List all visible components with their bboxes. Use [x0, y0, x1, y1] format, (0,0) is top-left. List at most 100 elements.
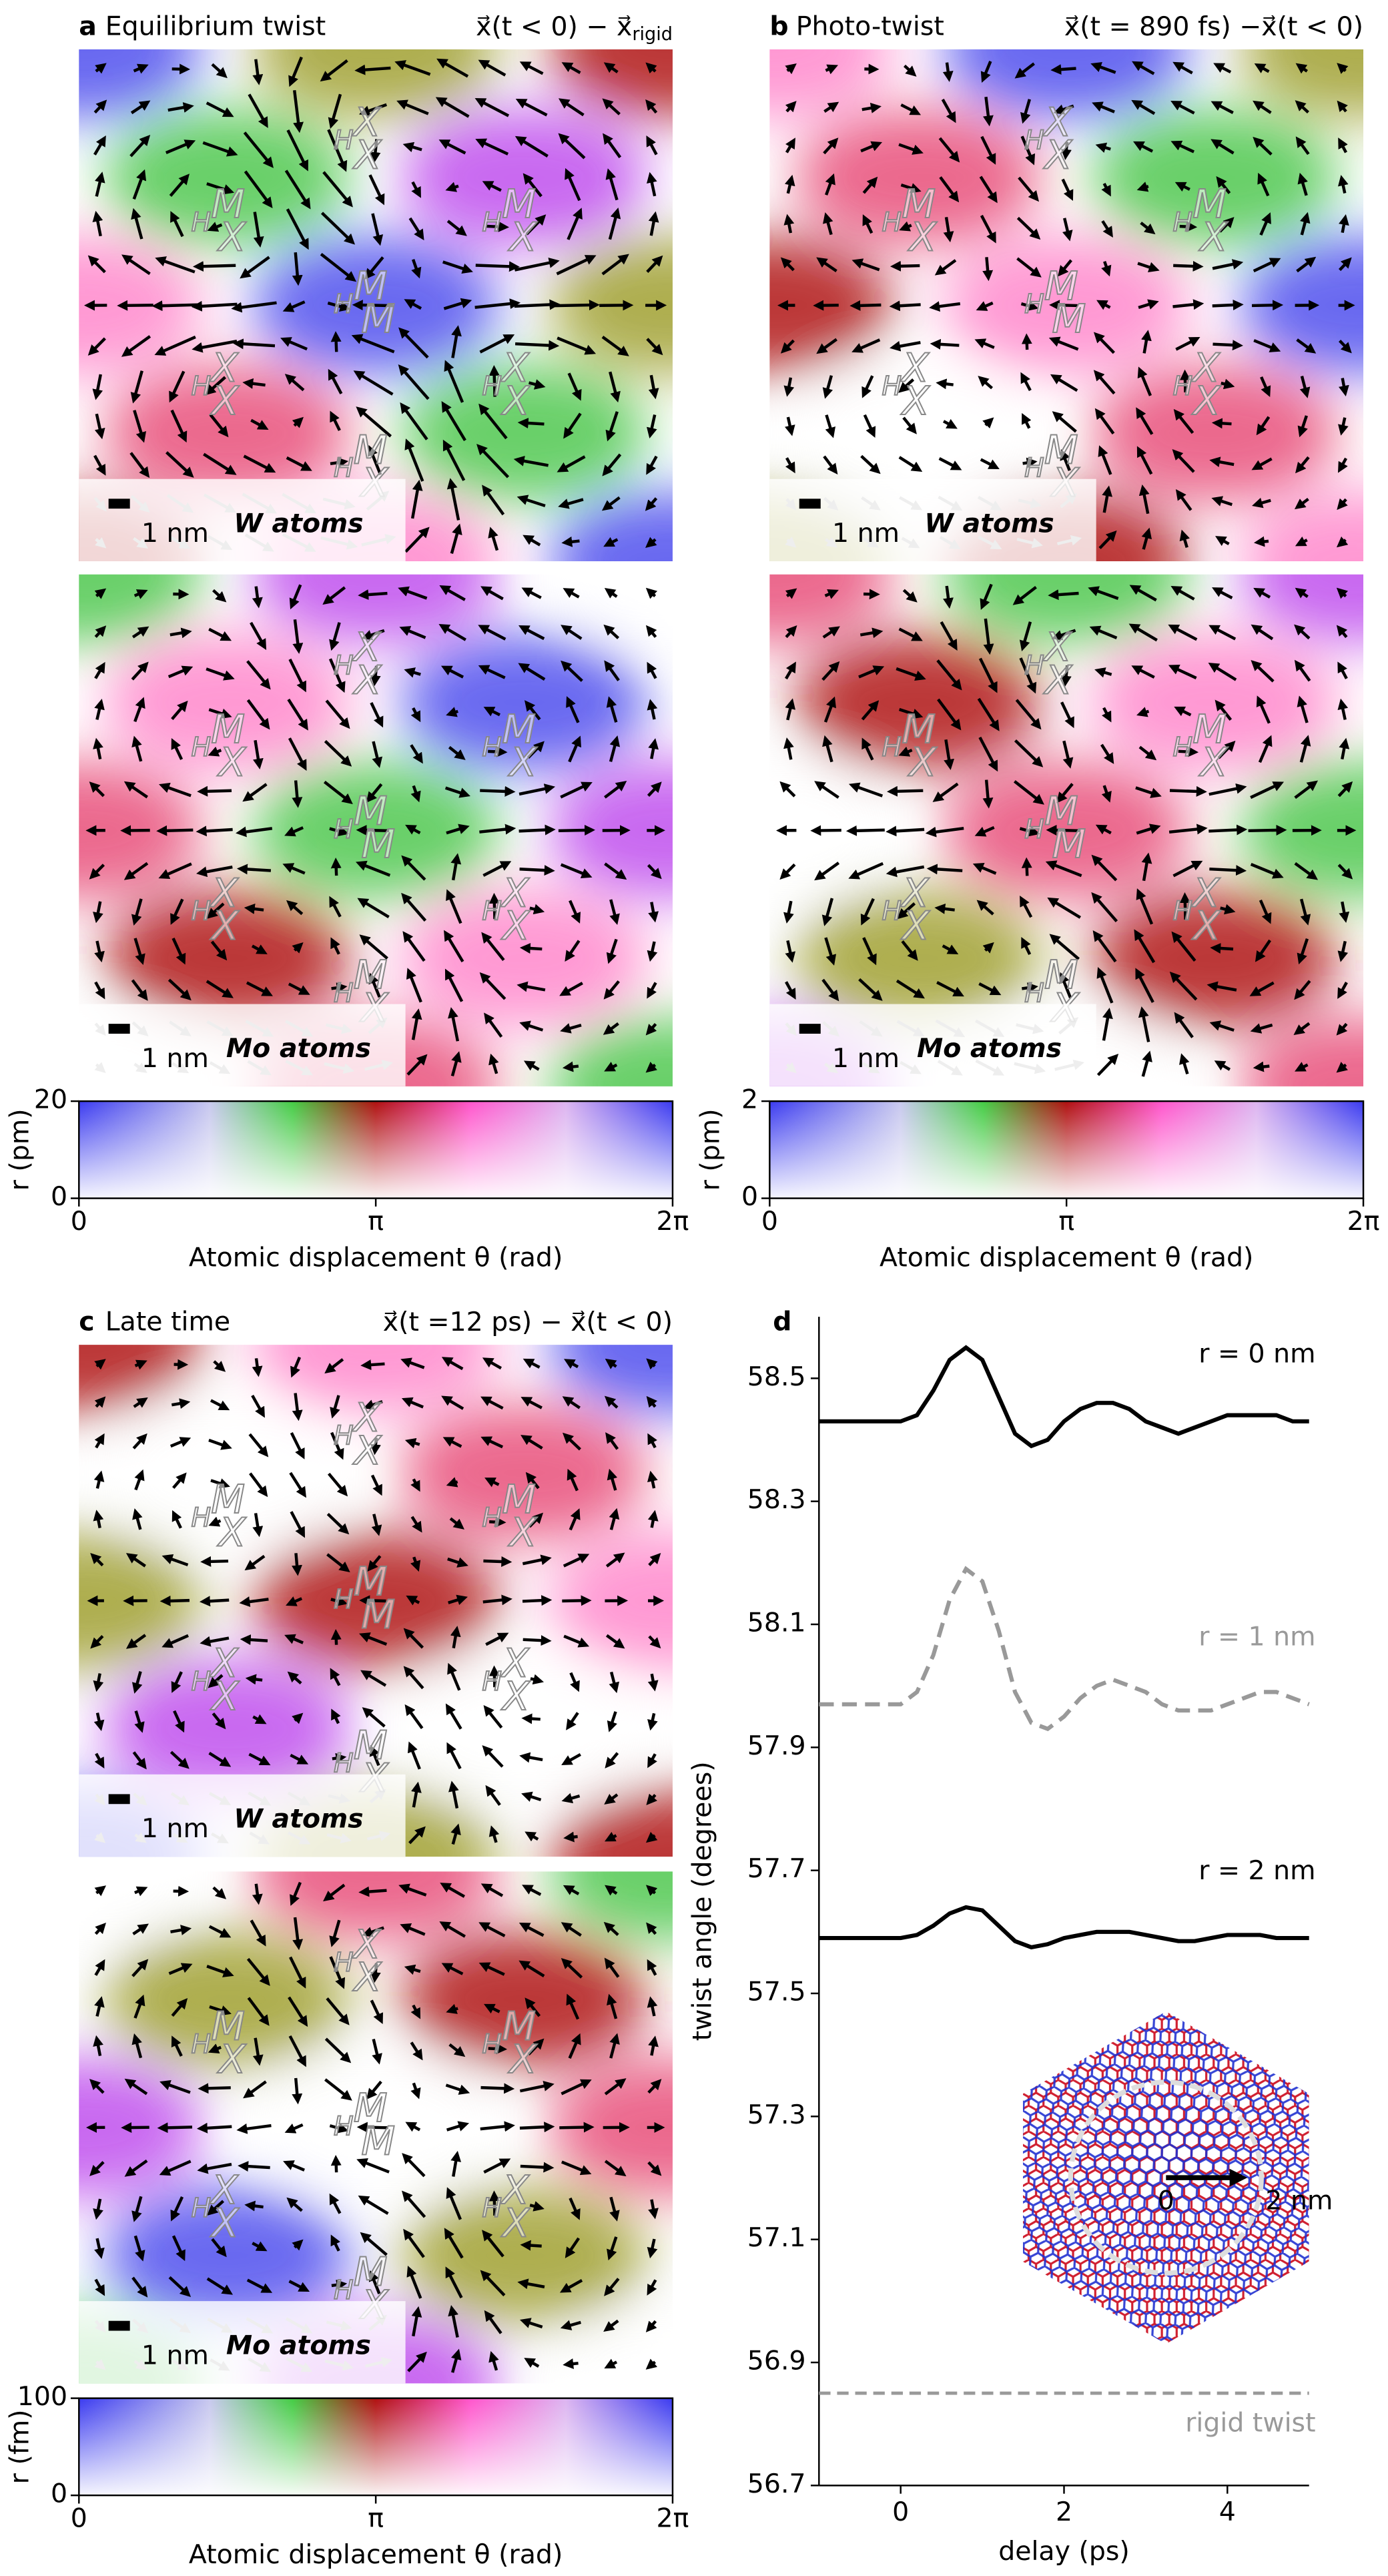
- arrow: [929, 301, 961, 312]
- arrow: [444, 360, 464, 403]
- arrow: [132, 1433, 147, 1450]
- arrow: [93, 737, 103, 760]
- arrow: [519, 1020, 544, 1032]
- arrow: [1337, 100, 1348, 113]
- arrow: [292, 1393, 303, 1421]
- arrow: [1169, 785, 1207, 797]
- arrow: [330, 457, 349, 468]
- arrow: [860, 454, 881, 474]
- arrow: [1251, 457, 1273, 470]
- arrow: [520, 1435, 543, 1450]
- arrow: [1293, 1022, 1311, 1036]
- arrow: [253, 739, 264, 769]
- arrow: [1136, 407, 1154, 435]
- arrow: [478, 403, 508, 440]
- arrow: [519, 943, 543, 954]
- arrow: [604, 587, 618, 599]
- arrow: [1136, 707, 1150, 717]
- arrow: [518, 625, 545, 641]
- arrow: [231, 301, 277, 313]
- arrow: [816, 257, 837, 272]
- arrow: [292, 780, 303, 808]
- arrow: [904, 64, 917, 77]
- arrow: [603, 62, 619, 73]
- arrow: [89, 864, 105, 880]
- arrow: [369, 1744, 380, 1766]
- arrow: [785, 137, 796, 153]
- arrow: [93, 135, 106, 155]
- stacking-base: H: [482, 370, 502, 401]
- stacking-base: H: [1173, 731, 1193, 762]
- arrow: [488, 746, 508, 757]
- arrow: [396, 99, 429, 115]
- arrow: [645, 587, 658, 599]
- arrow: [361, 629, 385, 641]
- arrow: [1206, 981, 1237, 992]
- arrow: [370, 1437, 381, 1456]
- arrow: [605, 1831, 617, 1842]
- arrow: [943, 217, 954, 243]
- arrow: [648, 902, 659, 923]
- arrow: [783, 214, 795, 234]
- arrow: [196, 866, 233, 878]
- arrow: [974, 338, 995, 349]
- arrow: [367, 444, 382, 476]
- arrow: [170, 211, 184, 238]
- arrow: [519, 2122, 555, 2133]
- arrow: [823, 137, 839, 155]
- arrow: [522, 1595, 553, 1606]
- arrow: [936, 378, 954, 390]
- arrow: [1134, 929, 1156, 964]
- arrow: [601, 254, 629, 276]
- arrow: [212, 589, 227, 603]
- stacking-sup: M: [211, 706, 245, 752]
- color-blob: [400, 633, 648, 772]
- scale-bar-label: 1 nm: [141, 1813, 209, 1844]
- stacking-sub: M: [361, 1591, 395, 1637]
- arrow: [936, 659, 962, 691]
- arrow: [131, 208, 143, 240]
- arrow: [125, 1634, 147, 1649]
- arrow: [449, 1517, 464, 1530]
- color-blob: [549, 1871, 673, 1941]
- map-label: Mo atoms: [226, 2330, 371, 2361]
- arrow: [446, 478, 460, 521]
- stacking-base: H: [334, 125, 354, 155]
- arrow: [372, 741, 383, 768]
- arrow: [399, 626, 426, 639]
- arrow: [212, 1712, 226, 1730]
- formula-sub: rigid: [632, 23, 673, 44]
- arrow: [1209, 456, 1235, 468]
- arrow: [123, 862, 149, 880]
- arrow: [821, 898, 834, 926]
- arrow: [159, 782, 192, 797]
- arrow: [645, 1061, 657, 1073]
- arrow: [1214, 699, 1233, 721]
- stacking-base: H: [1024, 649, 1044, 680]
- scale-bar-label: 1 nm: [141, 2340, 209, 2370]
- arrow: [1300, 212, 1311, 236]
- stacking-sup: M: [211, 1476, 245, 1522]
- color-blob: [252, 574, 499, 644]
- arrow: [480, 1436, 504, 1449]
- arrow: [288, 56, 303, 87]
- arrow: [251, 1394, 265, 1418]
- stacking-sup: X: [500, 870, 530, 916]
- arrow: [609, 899, 620, 925]
- arrow: [246, 981, 273, 996]
- arrow: [1062, 740, 1074, 769]
- arrow: [1208, 625, 1237, 641]
- arrow: [448, 1007, 460, 1042]
- arrow: [1018, 176, 1040, 202]
- stacking-sub: X: [210, 903, 240, 949]
- arrow: [87, 337, 106, 356]
- arrow: [480, 785, 516, 797]
- arrow: [1299, 898, 1311, 926]
- reference-label: rigid twist: [1185, 2407, 1315, 2438]
- map-label: Mo atoms: [226, 1033, 371, 1064]
- arrow: [284, 1634, 304, 1644]
- arrow: [250, 621, 267, 650]
- arrow: [602, 98, 621, 115]
- arrow: [1171, 931, 1196, 962]
